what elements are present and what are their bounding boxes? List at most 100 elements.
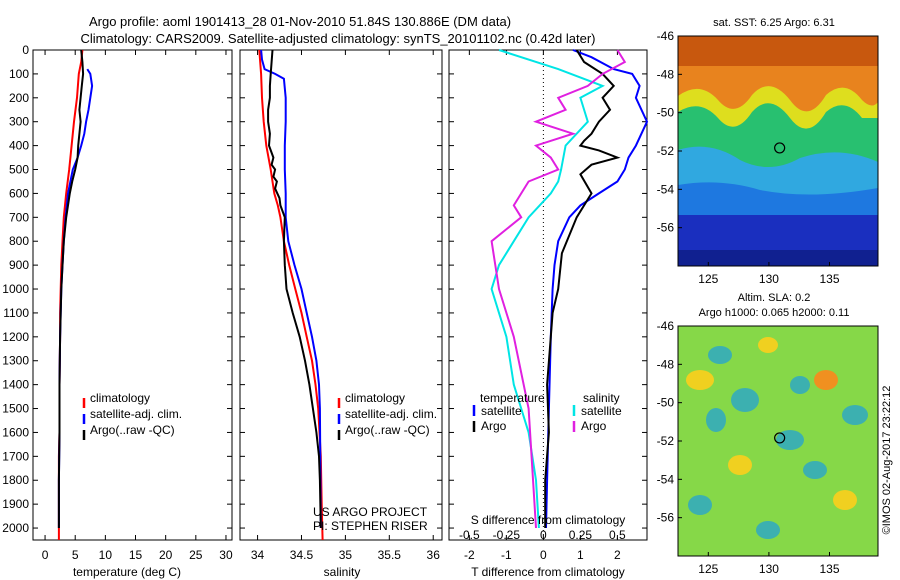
map-y-tick-label: -52 (657, 434, 675, 448)
sla-map: 125 130 135 -46 -48 -50 -52 -54 -56 (657, 319, 879, 576)
legend-label-climatology: climatology (90, 391, 150, 405)
map-y-tick-label: -50 (657, 396, 675, 410)
depth-tick-label: 1400 (2, 378, 29, 392)
series-line-salinity-satellite (490, 49, 606, 529)
s-difference-label: S difference from climatology (471, 513, 626, 527)
map-y-tick-label: -56 (657, 221, 675, 235)
depth-tick-label: 1500 (2, 402, 29, 416)
x-tick-label: 35.5 (378, 548, 402, 562)
x-tick-label: 35 (339, 548, 353, 562)
legend-label-climatology: climatology (345, 391, 405, 405)
depth-tick-label: 1600 (2, 425, 29, 439)
legend-label-temp-satellite: satellite (481, 404, 522, 418)
depth-tick-label: 2000 (2, 521, 29, 535)
map-y-tick-label: -54 (657, 182, 675, 196)
x-tick-label: 1 (577, 548, 584, 562)
legend-label-argo: Argo(..raw -QC) (90, 423, 175, 437)
depth-tick-label: 300 (9, 115, 29, 129)
depth-tick-label: 1700 (2, 449, 29, 463)
x-tick-label: 0 (42, 548, 49, 562)
pi-annotation: PI: STEPHEN RISER (313, 519, 428, 533)
map-y-tick-label: -48 (657, 357, 675, 371)
salinity-panel: 34 34.5 35 35.5 36 salinity climatology sate… (239, 49, 443, 579)
project-annotation: US ARGO PROJECT (313, 505, 428, 519)
depth-tick-label: 900 (9, 258, 29, 272)
map-x-tick-label: 125 (698, 272, 718, 286)
s-difference-tick-label: -0.5 (459, 528, 480, 542)
map-x-tick-label: 135 (819, 272, 839, 286)
x-tick-label: -2 (464, 548, 475, 562)
depth-tick-label: 1200 (2, 330, 29, 344)
series-line-satellite-adj-clim- (57, 68, 94, 528)
x-tick-label: 34 (251, 548, 265, 562)
map-y-tick-label: -52 (657, 144, 675, 158)
legend-label-sal-argo: Argo (581, 419, 607, 433)
legend-heading-temperature: temperature (480, 391, 545, 405)
depth-tick-label: 1900 (2, 497, 29, 511)
series-line-climatology (57, 49, 84, 540)
sla-heatmap (678, 326, 878, 556)
legend-label-satellite: satellite-adj. clim. (345, 407, 437, 421)
x-tick-label: 25 (189, 548, 203, 562)
series-line-temperature-satellite (545, 49, 649, 529)
depth-tick-label: 0 (22, 43, 29, 57)
depth-tick-label: 700 (9, 210, 29, 224)
legend-label-temp-argo: Argo (481, 419, 507, 433)
s-difference-tick-label: 0.25 (569, 528, 593, 542)
temperature-xlabel: temperature (deg C) (73, 565, 181, 579)
legend-label-sal-satellite: satellite (581, 404, 622, 418)
map-x-tick-label: 130 (759, 562, 779, 576)
legend-heading-salinity: salinity (583, 391, 620, 405)
depth-tick-label: 1300 (2, 354, 29, 368)
map-y-tick-label: -46 (657, 29, 675, 43)
legend-label-argo: Argo(..raw -QC) (345, 423, 430, 437)
x-tick-label: 34.5 (290, 548, 314, 562)
x-tick-label: 2 (614, 548, 621, 562)
depth-tick-label: 1800 (2, 473, 29, 487)
salinity-legend: climatology satellite-adj. clim. Argo(..… (337, 391, 437, 440)
x-tick-label: -1 (501, 548, 512, 562)
x-tick-label: 5 (72, 548, 79, 562)
depth-tick-label: 1000 (2, 282, 29, 296)
series-line-climatology (258, 49, 324, 541)
difference-panel: -2 -1 0 1 2 -0.5 -0.25 0 0.25 0.5 T difference fr… (448, 49, 649, 579)
map-y-tick-label: -54 (657, 472, 675, 486)
temperature-panel: 0 5 10 15 20 25 300100200300400500600700800900… (2, 43, 233, 579)
depth-tick-label: 100 (9, 67, 29, 81)
series-line-temperature-argo (544, 49, 621, 528)
salinity-xlabel: salinity (324, 565, 361, 579)
x-tick-label: 10 (99, 548, 113, 562)
map-x-tick-label: 135 (819, 562, 839, 576)
map-y-tick-label: -56 (657, 511, 675, 525)
x-tick-label: 0 (540, 548, 547, 562)
legend-label-satellite: satellite-adj. clim. (90, 407, 182, 421)
temperature-legend: climatology satellite-adj. clim. Argo(..… (82, 391, 182, 440)
series-line-argo-raw-qc- (267, 49, 322, 529)
series-line-salinity-argo (490, 49, 627, 529)
copyright-stamp: ©IMOS 02-Aug-2017 23:22:12 (881, 386, 893, 535)
series-line-satellite-adj-clim- (260, 49, 322, 529)
x-tick-label: 20 (159, 548, 173, 562)
x-tick-label: 30 (219, 548, 233, 562)
sst-map: 125 130 135 -46 -48 -50 -52 -54 -56 (657, 29, 879, 286)
series-line-argo-raw-qc- (57, 49, 85, 528)
difference-legend: temperature salinity satellite Argo sate… (472, 391, 622, 433)
depth-tick-label: 500 (9, 163, 29, 177)
header-line-1: Argo profile: aoml 1901413_28 01-Nov-201… (89, 14, 511, 29)
s-difference-tick-label: 0.5 (609, 528, 626, 542)
map-y-tick-label: -46 (657, 319, 675, 333)
x-tick-label: 15 (129, 548, 143, 562)
depth-tick-label: 600 (9, 186, 29, 200)
s-difference-tick-label: 0 (540, 528, 547, 542)
sla-map-subtitle: Argo h1000: 0.065 h2000: 0.11 (699, 307, 850, 319)
sst-heatmap (678, 36, 878, 266)
depth-tick-label: 800 (9, 234, 29, 248)
x-tick-label: 36 (427, 548, 441, 562)
map-x-tick-label: 125 (698, 562, 718, 576)
t-difference-xlabel: T difference from climatology (471, 565, 625, 579)
depth-tick-label: 200 (9, 91, 29, 105)
argo-position-marker (774, 432, 786, 444)
header-line-2: Climatology: CARS2009. Satellite-adjuste… (81, 31, 596, 46)
s-difference-tick-label: -0.25 (493, 528, 521, 542)
